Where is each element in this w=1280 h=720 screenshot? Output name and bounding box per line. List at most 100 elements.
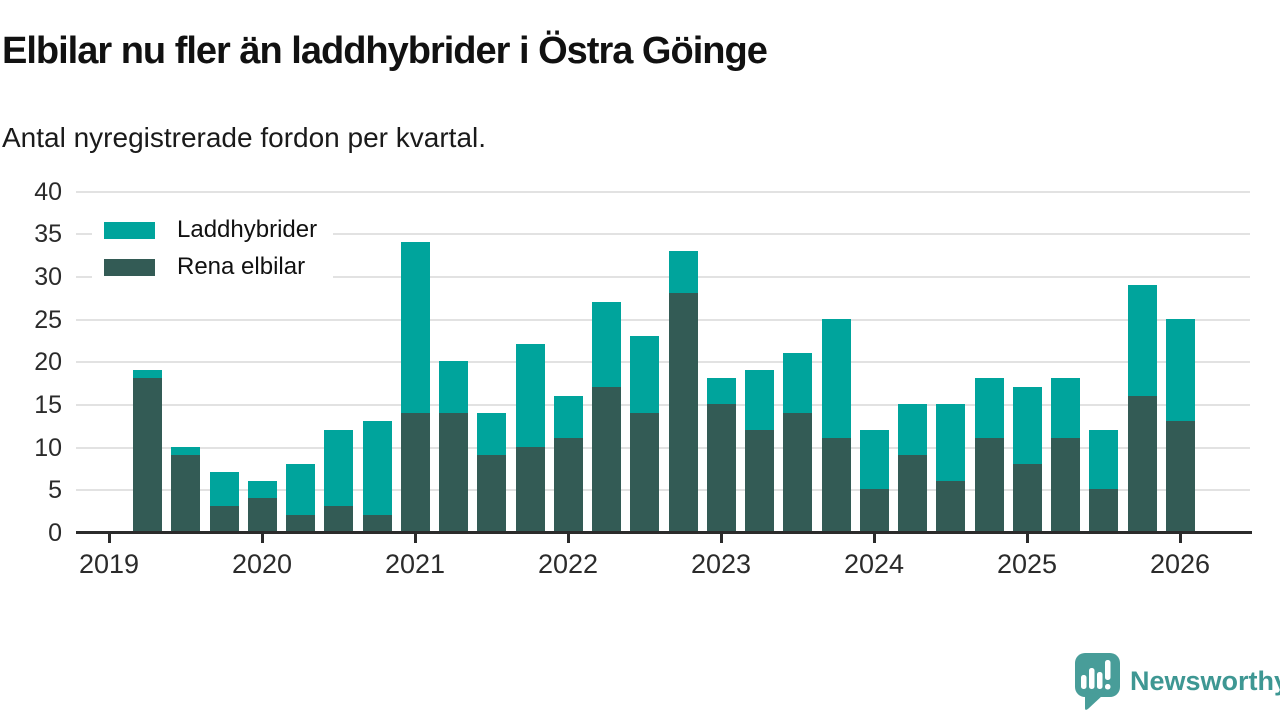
bar-segment-rena-elbilar-2023-Q3: [783, 413, 812, 532]
bar-segment-laddhybrider-2022-Q2: [592, 302, 621, 387]
bar-segment-rena-elbilar-2020-Q1: [248, 498, 277, 532]
bar-segment-laddhybrider-2022-Q4: [669, 251, 698, 293]
newsworthy-logo: Newsworthy: [1070, 650, 1280, 712]
y-axis-label-15: 15: [34, 391, 62, 419]
gridline-y-5: [76, 489, 1250, 491]
bar-segment-rena-elbilar-2022-Q1: [554, 438, 583, 532]
bar-segment-rena-elbilar-2019-Q2: [133, 378, 162, 532]
y-axis-label-10: 10: [34, 434, 62, 462]
bar-segment-laddhybrider-2023-Q1: [707, 378, 736, 404]
y-axis-label-30: 30: [34, 263, 62, 291]
bar-segment-laddhybrider-2025-Q2: [1051, 378, 1080, 438]
bar-segment-rena-elbilar-2025-Q1: [1013, 464, 1042, 532]
bar-segment-rena-elbilar-2019-Q3: [171, 455, 200, 532]
bar-segment-rena-elbilar-2024-Q2: [898, 455, 927, 532]
y-axis-label-25: 25: [34, 306, 62, 334]
bar-segment-laddhybrider-2022-Q1: [554, 396, 583, 438]
gridline-y-10: [76, 447, 1250, 449]
bar-segment-laddhybrider-2026-Q1: [1166, 319, 1195, 421]
y-axis-label-5: 5: [48, 476, 62, 504]
bar-segment-laddhybrider-2020-Q4: [363, 421, 392, 515]
legend-label: Laddhybrider: [177, 216, 318, 243]
bar-segment-laddhybrider-2024-Q1: [860, 430, 889, 489]
bar-segment-laddhybrider-2025-Q1: [1013, 387, 1042, 464]
bar-segment-rena-elbilar-2022-Q3: [630, 413, 659, 532]
bar-segment-laddhybrider-2019-Q2: [133, 370, 162, 378]
bar-segment-rena-elbilar-2020-Q2: [286, 515, 315, 532]
bar-segment-laddhybrider-2024-Q3: [936, 404, 965, 481]
bar-segment-rena-elbilar-2025-Q4: [1128, 396, 1157, 532]
x-axis-tick-2024: [873, 534, 876, 543]
x-axis-tick-2026: [1179, 534, 1182, 543]
bar-segment-rena-elbilar-2021-Q2: [439, 413, 468, 532]
bar-segment-rena-elbilar-2022-Q4: [669, 293, 698, 532]
x-axis-label-2019: 2019: [78, 549, 140, 579]
bar-segment-laddhybrider-2020-Q3: [324, 430, 353, 506]
legend-swatch-laddhybrider: [104, 221, 155, 239]
chart-title: Elbilar nu fler än laddhybrider i Östra …: [2, 30, 768, 72]
bar-segment-rena-elbilar-2020-Q3: [324, 506, 353, 532]
legend-item-rena-elbilar: Rena elbilar: [104, 253, 317, 280]
x-axis-label-2020: 2020: [231, 549, 293, 579]
bar-segment-laddhybrider-2019-Q4: [210, 472, 239, 506]
x-axis-tick-2025: [1026, 534, 1029, 543]
bar-segment-laddhybrider-2020-Q1: [248, 481, 277, 498]
bar-segment-laddhybrider-2023-Q4: [822, 319, 851, 438]
x-axis-label-2023: 2023: [690, 549, 752, 579]
x-axis-tick-2021: [414, 534, 417, 543]
x-axis-label-2026: 2026: [1149, 549, 1211, 579]
bar-segment-rena-elbilar-2023-Q4: [822, 438, 851, 532]
legend: Laddhybrider Rena elbilar: [92, 210, 334, 289]
bar-segment-rena-elbilar-2025-Q2: [1051, 438, 1080, 532]
bar-segment-laddhybrider-2023-Q2: [745, 370, 774, 430]
y-axis-label-20: 20: [34, 348, 62, 376]
bar-segment-laddhybrider-2021-Q2: [439, 361, 468, 413]
bar-segment-rena-elbilar-2020-Q4: [363, 515, 392, 532]
x-axis-tick-2023: [720, 534, 723, 543]
bar-segment-laddhybrider-2021-Q1: [401, 242, 430, 413]
bar-segment-rena-elbilar-2025-Q3: [1089, 489, 1118, 532]
brand-name: Newsworthy: [1130, 665, 1280, 696]
chart-subtitle: Antal nyregistrerade fordon per kvartal.: [2, 122, 487, 153]
legend-swatch-rena-elbilar: [104, 258, 155, 276]
bar-segment-laddhybrider-2024-Q2: [898, 404, 927, 455]
y-axis-label-35: 35: [34, 220, 62, 248]
x-axis-label-2024: 2024: [843, 549, 905, 579]
x-axis-label-2025: 2025: [996, 549, 1058, 579]
bar-segment-laddhybrider-2019-Q3: [171, 447, 200, 455]
bar-segment-rena-elbilar-2024-Q4: [975, 438, 1004, 532]
bar-segment-rena-elbilar-2026-Q1: [1166, 421, 1195, 532]
x-axis-label-2021: 2021: [384, 549, 446, 579]
bar-segment-rena-elbilar-2019-Q4: [210, 506, 239, 532]
gridline-y-25: [76, 319, 1250, 321]
newsworthy-speech-bubble-bar-chart-icon: [1075, 653, 1120, 710]
bar-segment-laddhybrider-2024-Q4: [975, 378, 1004, 438]
legend-item-laddhybrider: Laddhybrider: [104, 216, 318, 243]
gridline-y-30: [76, 276, 1250, 278]
bar-segment-laddhybrider-2020-Q2: [286, 464, 315, 515]
bar-segment-laddhybrider-2025-Q4: [1128, 285, 1157, 396]
legend-label: Rena elbilar: [177, 253, 306, 280]
bar-segment-laddhybrider-2022-Q3: [630, 336, 659, 413]
bar-segment-rena-elbilar-2022-Q2: [592, 387, 621, 532]
bar-segment-rena-elbilar-2023-Q2: [745, 430, 774, 532]
y-axis-label-0: 0: [48, 519, 62, 547]
bar-segment-rena-elbilar-2024-Q3: [936, 481, 965, 532]
bar-segment-rena-elbilar-2024-Q1: [860, 489, 889, 532]
x-axis-tick-2019: [108, 534, 111, 543]
gridline-y-40: [76, 191, 1250, 193]
y-axis-label-40: 40: [34, 178, 62, 206]
gridline-y-15: [76, 404, 1250, 406]
gridline-y-35: [76, 233, 1250, 235]
x-axis-tick-2022: [567, 534, 570, 543]
x-axis-label-2022: 2022: [537, 549, 599, 579]
bar-segment-rena-elbilar-2021-Q1: [401, 413, 430, 532]
bar-segment-laddhybrider-2023-Q3: [783, 353, 812, 413]
bar-segment-rena-elbilar-2023-Q1: [707, 404, 736, 532]
x-axis-tick-2020: [261, 534, 264, 543]
bar-segment-rena-elbilar-2021-Q3: [477, 455, 506, 532]
bar-segment-laddhybrider-2025-Q3: [1089, 430, 1118, 489]
bar-segment-rena-elbilar-2021-Q4: [516, 447, 545, 532]
bar-segment-laddhybrider-2021-Q3: [477, 413, 506, 455]
